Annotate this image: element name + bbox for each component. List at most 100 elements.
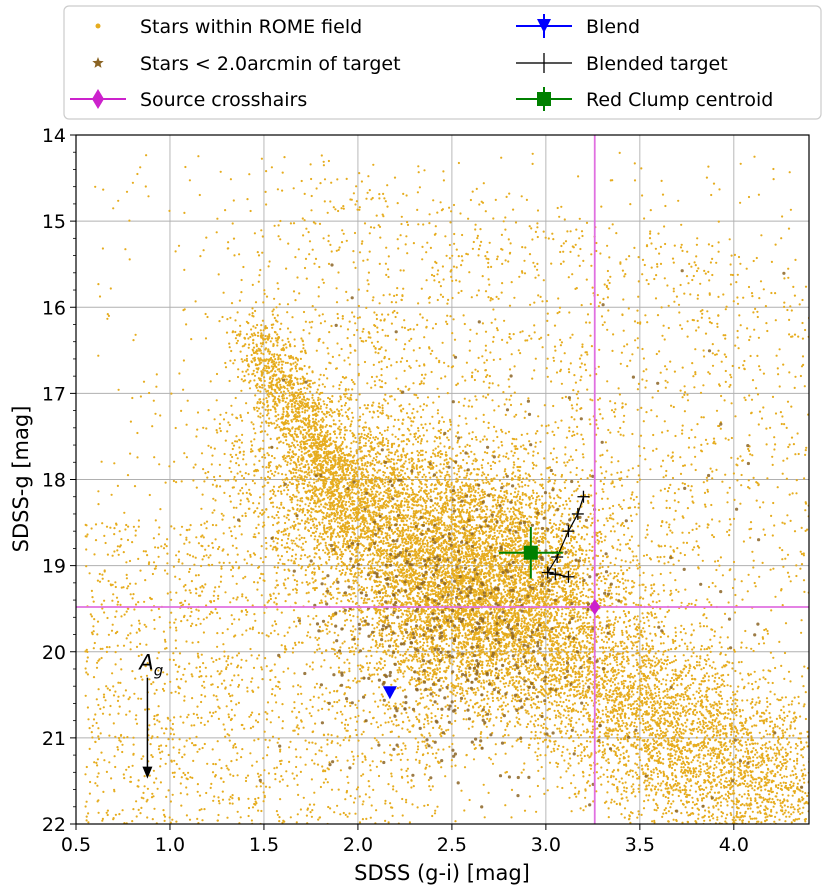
field-star-point [227, 421, 230, 424]
field-star-point [396, 593, 399, 596]
field-star-point [660, 732, 663, 735]
field-star-point [242, 477, 246, 480]
field-star-point [733, 890, 735, 892]
field-star-point [710, 603, 713, 607]
field-star-point [765, 829, 767, 831]
field-star-point [674, 733, 678, 736]
field-star-point [819, 829, 821, 831]
field-star-point [789, 806, 793, 809]
field-star-point [611, 654, 615, 657]
field-star-point [582, 775, 585, 778]
field-star-point [532, 562, 535, 566]
field-star-point [281, 434, 284, 437]
field-star-point [745, 825, 747, 827]
field-star-point [613, 800, 616, 803]
field-star-point [201, 493, 204, 496]
field-star-point [278, 464, 281, 467]
field-star-point [471, 557, 474, 560]
field-star-point [619, 741, 622, 745]
field-star-point [647, 784, 651, 787]
field-star-point [696, 827, 698, 829]
field-star-point [560, 722, 563, 725]
field-star-point [639, 687, 642, 690]
field-star-point [421, 592, 425, 596]
field-star-point [647, 867, 649, 869]
field-star-point [498, 542, 502, 545]
field-star-point [581, 723, 584, 726]
field-star-point [582, 809, 585, 812]
field-star-point [701, 827, 703, 829]
field-star-point [547, 696, 550, 700]
field-star-point [738, 762, 742, 766]
field-star-point [365, 434, 369, 437]
field-star-point [708, 664, 712, 667]
field-star-point [748, 889, 750, 891]
field-star-point [662, 625, 666, 628]
field-star-point [235, 506, 238, 509]
field-star-point [359, 484, 362, 487]
field-star-point [589, 696, 592, 699]
field-star-point [685, 774, 688, 777]
field-star-point [537, 769, 540, 773]
field-star-point [651, 731, 655, 735]
field-star-point [264, 456, 267, 459]
field-star-point [601, 683, 604, 686]
field-star-point [673, 739, 676, 742]
field-star-point [743, 779, 747, 783]
field-star-point [345, 507, 349, 510]
field-star-point [432, 652, 435, 656]
field-star-point [792, 759, 796, 763]
field-star-point [776, 771, 779, 774]
field-star-point [365, 455, 368, 458]
field-star-point [409, 625, 413, 629]
field-star-point [778, 753, 781, 756]
field-star-point [687, 671, 690, 675]
field-star-point [672, 726, 675, 729]
field-star-point [642, 571, 645, 575]
field-star-point [804, 792, 807, 795]
field-star-point [790, 831, 792, 833]
field-star-point [666, 777, 669, 781]
field-star-point [383, 464, 386, 467]
field-star-point [770, 759, 773, 762]
field-star-point [601, 626, 604, 630]
field-star-point [431, 415, 434, 418]
field-star-point [656, 772, 659, 775]
field-star-point [444, 509, 447, 512]
field-star-point [727, 708, 730, 711]
field-star-point [361, 462, 364, 465]
field-star-point [789, 880, 791, 882]
field-star-point [768, 712, 771, 715]
field-star-point [240, 378, 243, 381]
field-star-point [792, 806, 795, 809]
field-star-point [541, 672, 544, 675]
field-star-point [424, 542, 427, 545]
field-star-point [561, 637, 564, 640]
field-star-point [692, 682, 695, 685]
field-star-point [569, 764, 572, 767]
field-star-point [319, 405, 322, 408]
field-star-point [451, 447, 454, 450]
field-star-point [757, 842, 759, 844]
field-star-point [277, 510, 280, 514]
field-star-point [408, 439, 411, 443]
field-star-point [325, 415, 328, 418]
field-star-point [470, 405, 474, 408]
field-star-point [649, 742, 652, 745]
field-star-point [780, 766, 783, 770]
field-star-point [636, 703, 639, 706]
field-star-point [570, 653, 573, 656]
field-star-point [580, 757, 583, 760]
field-star-point [691, 806, 694, 810]
field-star-point [257, 415, 260, 418]
field-star-point [636, 744, 639, 747]
field-star-point [653, 808, 656, 812]
field-star-point [617, 703, 620, 706]
field-star-point [534, 679, 538, 682]
field-star-point [720, 771, 723, 774]
field-star-point [539, 731, 542, 734]
field-star-point [659, 705, 663, 709]
field-star-point [514, 636, 517, 639]
field-star-point [754, 793, 758, 796]
field-star-point [598, 749, 601, 752]
